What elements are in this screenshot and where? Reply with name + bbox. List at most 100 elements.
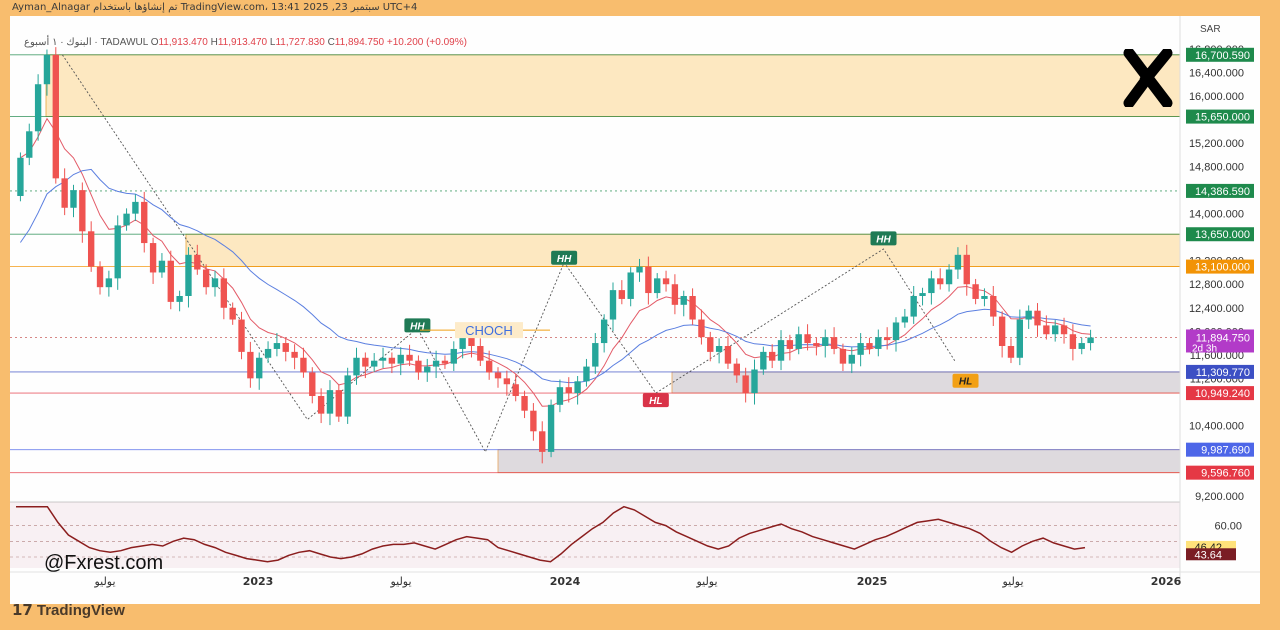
price-level-value-2: 14,386.590	[1195, 186, 1250, 198]
candle-body	[477, 346, 484, 361]
candle-body	[1025, 310, 1032, 320]
candle-body	[857, 343, 864, 355]
candle-body	[70, 190, 77, 208]
candle-body	[1052, 325, 1059, 335]
current-price-value: 11,894.750	[1196, 332, 1250, 344]
candle-body	[530, 410, 537, 432]
price-level-value-1: 15,650.000	[1195, 112, 1250, 124]
currency-label: SAR	[1200, 24, 1221, 35]
candle-body	[839, 348, 847, 364]
y-tick-label: 9,200.000	[1195, 491, 1244, 503]
candle-body	[547, 404, 555, 452]
candle-body	[892, 322, 900, 341]
candle-body	[592, 343, 599, 367]
symbol-label[interactable]: البنوك · ١ أسبوع · TADAWUL	[24, 37, 148, 48]
x-tick-label: يوليو	[1001, 575, 1023, 588]
price-level-badge-6	[1186, 386, 1254, 401]
candle-body	[371, 360, 378, 367]
candle-body	[105, 278, 113, 288]
price-level-badge-2	[1186, 183, 1254, 198]
candle-body	[282, 343, 289, 352]
price-level-value-0: 16,700.590	[1195, 50, 1250, 62]
y-tick-label: 16,000.000	[1189, 91, 1244, 103]
candle-body	[760, 351, 767, 370]
price-level-value-3: 13,650.000	[1195, 229, 1250, 241]
candle-body	[52, 54, 59, 179]
candle-body	[680, 296, 687, 305]
candle-body	[875, 337, 882, 349]
open-label: O	[150, 37, 159, 48]
candle-body	[43, 54, 51, 85]
close-label: C	[327, 37, 335, 48]
candle-body	[485, 360, 493, 373]
x-tick-label: 2024	[550, 575, 581, 588]
candle-body	[202, 269, 210, 288]
candle-body	[415, 360, 422, 373]
price-level-badge-5	[1186, 364, 1254, 379]
candle-body	[919, 293, 926, 296]
tradingview-logo[interactable]: 17 TradingView	[12, 601, 125, 619]
candle-body	[777, 340, 785, 361]
candle-body	[406, 354, 413, 361]
candle-body	[512, 384, 519, 396]
candle-body	[742, 375, 749, 394]
candle-body	[786, 340, 794, 349]
candle-body	[229, 307, 236, 320]
market-structure-zigzag	[62, 54, 956, 453]
candle-body	[300, 357, 307, 373]
rsi-level-label: 60.00	[1214, 521, 1242, 533]
candle-body	[114, 225, 121, 279]
candle-body	[521, 396, 528, 411]
candle-body	[379, 357, 387, 361]
candle-body	[26, 131, 33, 158]
candle-body	[397, 354, 404, 364]
candle-body	[450, 348, 457, 364]
chart-export-caption: Ayman_Alnagar تم إنشاؤها باستخدام Tradin…	[12, 2, 418, 13]
price-level-badge-1	[1186, 109, 1254, 124]
candle-body	[185, 254, 192, 296]
current-price-badge	[1186, 329, 1254, 353]
candle-body	[317, 396, 325, 414]
candle-body	[1069, 334, 1077, 349]
y-tick-label: 14,000.000	[1189, 209, 1244, 221]
ema-slow-line	[19, 168, 1091, 384]
candle-body	[17, 157, 24, 196]
x-tick-label: 2026	[1151, 575, 1182, 588]
rsi-pane-bg	[10, 502, 1180, 568]
rsi-readout-value-1: 43.64	[1194, 549, 1222, 561]
high-value: 11,913.470	[217, 37, 268, 48]
candle-body	[1043, 325, 1050, 335]
price-level-value-6: 10,949.240	[1195, 388, 1250, 400]
zone-demand-3	[497, 449, 1181, 474]
price-level-value-4: 13,100.000	[1195, 262, 1250, 274]
x-tick-label: 2023	[243, 575, 274, 588]
candle-body	[167, 260, 174, 302]
candle-body	[945, 269, 953, 285]
candle-body	[707, 337, 714, 352]
candle-body	[609, 290, 617, 320]
candle-body	[627, 272, 634, 299]
candle-body	[61, 178, 68, 208]
candle-body	[388, 357, 396, 364]
candle-body	[963, 254, 970, 285]
candle-body	[937, 278, 944, 285]
candle-body	[220, 278, 228, 308]
brand-x-logo	[1123, 49, 1173, 107]
candle-body	[804, 334, 811, 344]
price-level-badge-3	[1186, 227, 1254, 242]
candle-body	[1016, 319, 1024, 358]
open-value: 11,913.470	[158, 37, 208, 48]
candle-body	[954, 254, 962, 270]
low-value: 11,727.830	[275, 37, 325, 48]
y-tick-label: 10,400.000	[1189, 420, 1244, 432]
structure-label-1: HH	[557, 254, 572, 265]
candle-body	[830, 337, 838, 349]
y-tick-label: 11,600.000	[1190, 350, 1244, 362]
candle-body	[990, 296, 997, 317]
choch-label: CHOCH	[465, 323, 513, 338]
candle-body	[671, 284, 679, 305]
candle-body	[87, 231, 95, 267]
tradingview-wordmark: TradingView	[36, 602, 125, 619]
candle-body	[132, 201, 139, 214]
